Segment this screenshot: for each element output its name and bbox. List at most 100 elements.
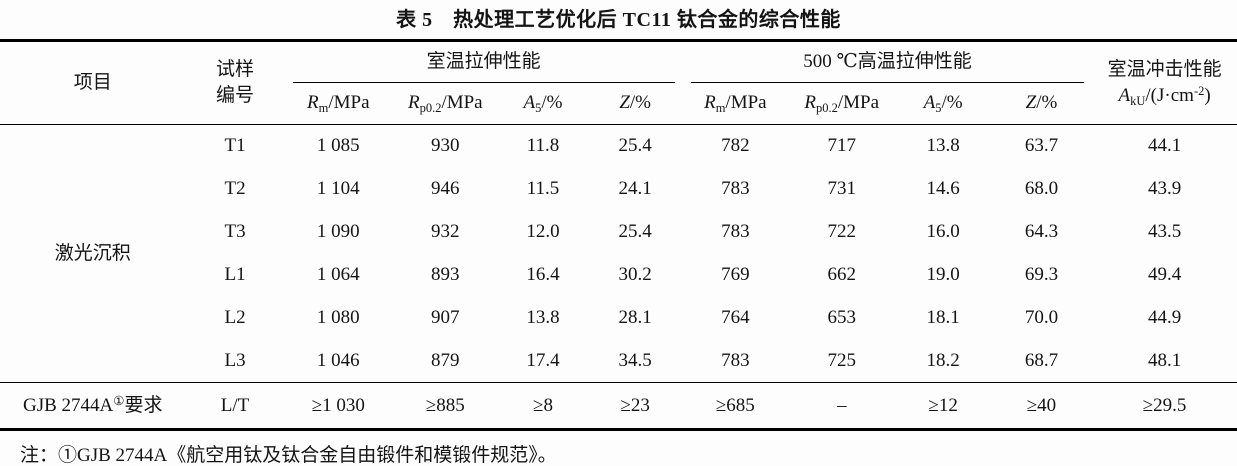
rm-unit: /MPa	[725, 92, 767, 114]
data-cell: 731	[827, 178, 856, 200]
rp02-unit: /MPa	[441, 92, 483, 114]
requirement-cell: ≥29.5	[1092, 382, 1237, 430]
a5-unit: /%	[541, 92, 563, 114]
impact-symbol: A	[1118, 85, 1131, 106]
data-cell: 43.5	[1147, 221, 1182, 243]
data-cell: 1 046	[316, 349, 360, 371]
data-cell: 893	[431, 264, 460, 286]
footnote-marker: ①	[113, 393, 125, 408]
a5-symbol: A	[523, 92, 536, 114]
impact-unit-pre: /(J·cm	[1145, 85, 1194, 106]
data-cell: 63.7	[990, 124, 1093, 168]
sample-header-line2: 编号	[216, 85, 255, 106]
properties-table: 项目 试样 编号 室温拉伸性能 500 ℃高温拉伸性能 室温冲击性能 AkU/(…	[0, 39, 1237, 431]
data-cell: 11.8	[498, 124, 588, 168]
data-cell: 48.1	[1147, 349, 1182, 371]
header-row-subcolumns: Rm/MPa Rp0.2/MPa A5/% Z/% Rm/MPa Rp0.2/M…	[0, 83, 1237, 125]
data-cell: 14.6	[926, 178, 960, 200]
table-title: 表 5 热处理工艺优化后 TC11 钛合金的综合性能	[396, 9, 841, 31]
data-cell: 1 080	[316, 307, 360, 329]
data-cell: 653	[827, 307, 856, 329]
data-cell: 19.0	[926, 264, 960, 286]
data-cell: 49.4	[1147, 264, 1182, 286]
z-unit: /%	[1036, 92, 1058, 114]
data-cell: 1 090	[316, 221, 360, 243]
col-header-project: 项目	[73, 72, 112, 94]
col-header-z-ht: Z/%	[991, 83, 1092, 125]
sample-id-cell: L/T	[185, 382, 285, 430]
data-cell: 43.9	[1147, 178, 1182, 200]
requirement-row: GJB 2744A①要求 L/T ≥1 030 ≥885 ≥8 ≥23 ≥685…	[0, 382, 1237, 430]
requirement-cell: ≥40	[990, 382, 1093, 430]
sample-id-cell: T3	[224, 221, 246, 243]
sample-id-cell: L3	[224, 349, 246, 371]
requirement-label-text: GJB 2744A	[23, 394, 114, 416]
data-cell: 725	[827, 349, 856, 371]
data-cell: 907	[431, 307, 460, 329]
data-cell: 1 085	[284, 124, 393, 168]
table-row: L3 1 046 879 17.4 34.5 783 725 18.2 68.7…	[0, 340, 1237, 383]
table-row: T2 1 104 946 11.5 24.1 783 731 14.6 68.0…	[0, 168, 1237, 211]
data-cell: 930	[392, 124, 499, 168]
requirement-cell: ≥8	[498, 382, 588, 430]
data-cell: 1 064	[316, 264, 360, 286]
a5-subscript: 5	[535, 101, 542, 116]
data-cell: 30.2	[618, 264, 652, 286]
rm-subscript: m	[715, 101, 726, 116]
rp02-subscript: p0.2	[816, 101, 838, 116]
impact-header-line1: 室温冲击性能	[1107, 59, 1222, 81]
requirement-cell: ≥1 030	[284, 382, 393, 430]
data-cell: 932	[431, 221, 460, 243]
data-cell: 68.0	[1024, 178, 1059, 200]
table-row: L1 1 064 893 16.4 30.2 769 662 19.0 69.3…	[0, 254, 1237, 297]
data-cell: 769	[721, 264, 750, 286]
requirement-label-suffix: 要求	[124, 394, 163, 416]
rm-symbol: R	[704, 92, 716, 114]
impact-superscript: -2	[1193, 84, 1205, 98]
data-cell: 24.1	[618, 178, 652, 200]
requirement-cell: ≥885	[392, 382, 499, 430]
a5-symbol: A	[923, 92, 936, 114]
z-symbol: Z	[619, 92, 630, 114]
requirement-cell: ≥685	[682, 382, 788, 430]
requirement-cell: –	[787, 382, 896, 430]
requirement-cell: ≥23	[587, 382, 683, 430]
rm-symbol: R	[307, 92, 319, 114]
data-cell: 722	[827, 221, 856, 243]
data-cell: 18.2	[926, 349, 960, 371]
table-header: 项目 试样 编号 室温拉伸性能 500 ℃高温拉伸性能 室温冲击性能 AkU/(…	[0, 41, 1237, 125]
header-row-groups: 项目 试样 编号 室温拉伸性能 500 ℃高温拉伸性能 室温冲击性能 AkU/(…	[0, 41, 1237, 107]
rp02-symbol: R	[407, 92, 420, 114]
sample-header-line1: 试样	[216, 59, 255, 81]
data-cell: 12.0	[526, 221, 560, 243]
rm-subscript: m	[318, 101, 329, 116]
col-header-a5-ht: A5/%	[896, 83, 991, 125]
data-cell: 44.9	[1147, 307, 1182, 329]
data-cell: 68.7	[1024, 349, 1059, 371]
impact-unit-post: )	[1204, 85, 1211, 106]
z-unit: /%	[629, 92, 651, 114]
data-cell: 25.4	[618, 221, 652, 243]
col-header-sample-id: 试样 编号	[186, 41, 285, 125]
table-row: 激光沉积 T1 1 085 930 11.8 25.4 782 717 13.8…	[0, 124, 1237, 383]
requirement-cell: ≥12	[895, 382, 991, 430]
data-cell: 17.4	[526, 349, 560, 371]
table-row: L2 1 080 907 13.8 28.1 764 653 18.1 70.0…	[0, 297, 1237, 340]
data-cell: 34.5	[618, 349, 652, 371]
sample-id-cell: L1	[224, 264, 246, 286]
impact-subscript: kU	[1130, 94, 1146, 108]
data-cell: 946	[431, 178, 460, 200]
rp02-unit: /MPa	[837, 92, 880, 114]
data-cell: 13.8	[526, 307, 560, 329]
data-cell: 13.8	[895, 124, 991, 168]
data-cell: 782	[682, 124, 788, 168]
data-cell: 1 104	[316, 178, 360, 200]
col-header-rm-rt: Rm/MPa	[285, 83, 393, 125]
col-header-impact: 室温冲击性能 AkU/(J·cm-2)	[1092, 41, 1237, 125]
data-cell: 16.4	[526, 264, 560, 286]
table-footnote: 注：①GJB 2744A《航空用钛及钛合金自由锻件和模锻件规范》。	[20, 445, 557, 466]
data-cell: 16.0	[926, 221, 960, 243]
rp02-subscript: p0.2	[419, 101, 442, 116]
data-cell: 28.1	[618, 307, 652, 329]
